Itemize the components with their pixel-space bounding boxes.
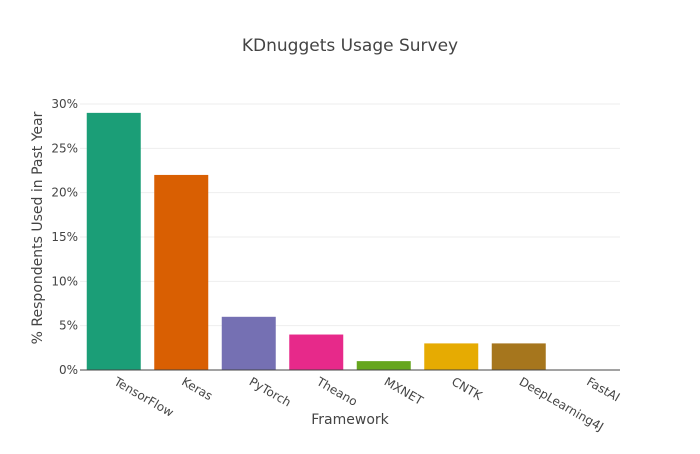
x-tick-label: PyTorch bbox=[247, 374, 294, 409]
x-tick-label: Keras bbox=[179, 374, 215, 403]
x-tick-label: FastAI bbox=[584, 374, 622, 404]
bars bbox=[86, 112, 546, 370]
y-tick-label: 20% bbox=[51, 186, 78, 200]
y-tick-label: 5% bbox=[59, 319, 78, 333]
x-axis-label: Framework bbox=[311, 412, 389, 428]
bar-cntk[interactable] bbox=[424, 343, 479, 370]
x-tick-label: MXNET bbox=[382, 374, 426, 408]
x-tick-label: Theano bbox=[313, 374, 360, 409]
y-tick-label: 0% bbox=[59, 363, 78, 377]
x-tick-label: TensorFlow bbox=[111, 374, 176, 420]
bar-pytorch[interactable] bbox=[221, 316, 276, 370]
y-tick-label: 10% bbox=[51, 274, 78, 288]
bar-deeplearning4j[interactable] bbox=[491, 343, 546, 370]
bar-keras[interactable] bbox=[154, 174, 209, 370]
y-tick-label: 25% bbox=[51, 141, 78, 155]
bar-mxnet[interactable] bbox=[356, 361, 411, 370]
x-tick-label: CNTK bbox=[449, 374, 485, 403]
y-tick-label: 30% bbox=[51, 97, 78, 111]
bar-tensorflow[interactable] bbox=[86, 112, 141, 370]
y-tick-label: 15% bbox=[51, 230, 78, 244]
bar-theano[interactable] bbox=[289, 334, 344, 370]
y-axis-ticks: 0% 5% 10% 15% 20% 25% 30% bbox=[51, 97, 78, 377]
chart-title: KDnuggets Usage Survey bbox=[242, 36, 458, 56]
y-axis-label: % Respondents Used in Past Year bbox=[30, 111, 46, 344]
